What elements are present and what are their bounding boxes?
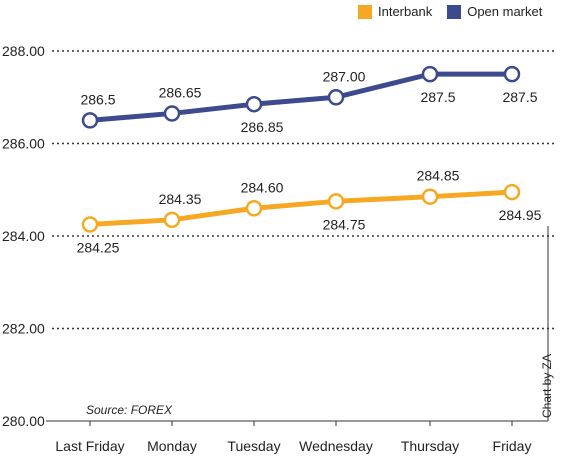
chart-credit: Chart by ZA	[540, 353, 554, 418]
y-tick-label: 286.00	[2, 136, 45, 152]
data-point-interbank	[421, 188, 439, 205]
x-tick-label: Tuesday	[227, 438, 280, 454]
data-point-open-market	[245, 95, 263, 113]
legend-item-open-market: Open market	[447, 4, 542, 19]
legend-swatch-interbank	[358, 4, 372, 19]
legend-swatch-open-market	[447, 4, 462, 19]
data-point-open-market	[81, 112, 99, 129]
data-label-open-market: 286.5	[80, 91, 115, 107]
series-line-open-market	[89, 71, 512, 123]
source-note: Source: FOREX	[86, 403, 173, 417]
data-label-interbank: 284.85	[417, 168, 460, 184]
data-label-open-market: 287.5	[420, 89, 455, 105]
data-label-interbank: 284.95	[499, 207, 542, 223]
data-point-interbank	[503, 183, 521, 201]
y-tick-label: 282.00	[2, 321, 45, 337]
legend-item-interbank: Interbank	[358, 4, 432, 19]
x-tick-label: Last Friday	[55, 438, 124, 454]
y-tick-label: 280.00	[2, 413, 45, 429]
data-label-interbank: 284.60	[241, 179, 284, 195]
x-tick-label: Friday	[493, 438, 532, 454]
data-label-interbank: 284.35	[159, 191, 202, 207]
data-point-open-market	[163, 105, 181, 122]
data-label-open-market: 286.65	[159, 84, 202, 100]
series-line-interbank	[89, 189, 513, 227]
data-point-interbank	[81, 216, 99, 233]
data-point-interbank	[163, 211, 181, 229]
data-label-open-market: 287.5	[502, 89, 537, 105]
y-tick-label: 288.00	[2, 43, 45, 59]
x-tick-label: Thursday	[401, 438, 459, 454]
x-tick-label: Monday	[147, 438, 197, 454]
legend: Interbank Open market	[358, 4, 557, 19]
data-label-open-market: 287.00	[323, 68, 366, 84]
legend-label-open-market: Open market	[467, 4, 543, 19]
data-label-open-market: 286.85	[241, 119, 284, 135]
legend-label-interbank: Interbank	[378, 4, 433, 19]
data-point-interbank	[327, 193, 345, 210]
data-point-open-market	[327, 89, 345, 106]
data-point-open-market	[421, 65, 439, 83]
data-point-open-market	[503, 65, 521, 83]
y-tick-label: 284.00	[2, 228, 45, 244]
data-label-interbank: 284.75	[323, 216, 366, 232]
data-label-interbank: 284.25	[77, 239, 120, 255]
data-point-interbank	[245, 200, 263, 217]
x-tick-label: Wednesday	[299, 438, 373, 454]
